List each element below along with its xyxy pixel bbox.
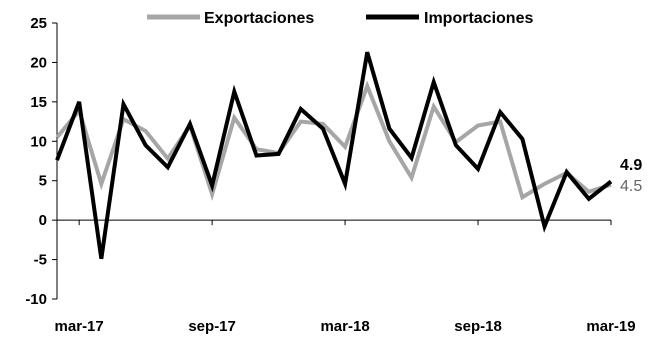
y-tick-label: 25 <box>30 15 47 32</box>
legend-label-importaciones: Importaciones <box>424 10 533 27</box>
end-label-importaciones: 4.9 <box>620 157 642 174</box>
legend: Exportaciones Importaciones <box>147 10 533 27</box>
axes: -10 -5 0 5 10 15 20 25 mar-17 sep-17 mar-18 sep-18 m… <box>25 15 635 335</box>
series-line-importaciones <box>55 51 613 260</box>
y-tick-label: 0 <box>39 212 47 229</box>
x-tick-label: mar-18 <box>320 318 369 335</box>
y-tick-label: 5 <box>39 173 47 190</box>
y-tick-label: 15 <box>30 94 47 111</box>
y-tick-label: 20 <box>30 54 47 71</box>
series-layer <box>55 51 613 260</box>
y-tick-label: 10 <box>30 133 47 150</box>
x-tick-label: sep-18 <box>454 318 502 335</box>
x-tick-label: mar-19 <box>586 318 635 335</box>
y-tick-label: -5 <box>34 252 47 269</box>
series-line-exportaciones <box>55 80 612 201</box>
x-tick-label: sep-17 <box>188 318 236 335</box>
end-label-exportaciones: 4.5 <box>620 178 642 195</box>
x-tick-label: mar-17 <box>55 318 104 335</box>
legend-label-exportaciones: Exportaciones <box>204 10 314 27</box>
y-tick-label: -10 <box>25 291 47 308</box>
